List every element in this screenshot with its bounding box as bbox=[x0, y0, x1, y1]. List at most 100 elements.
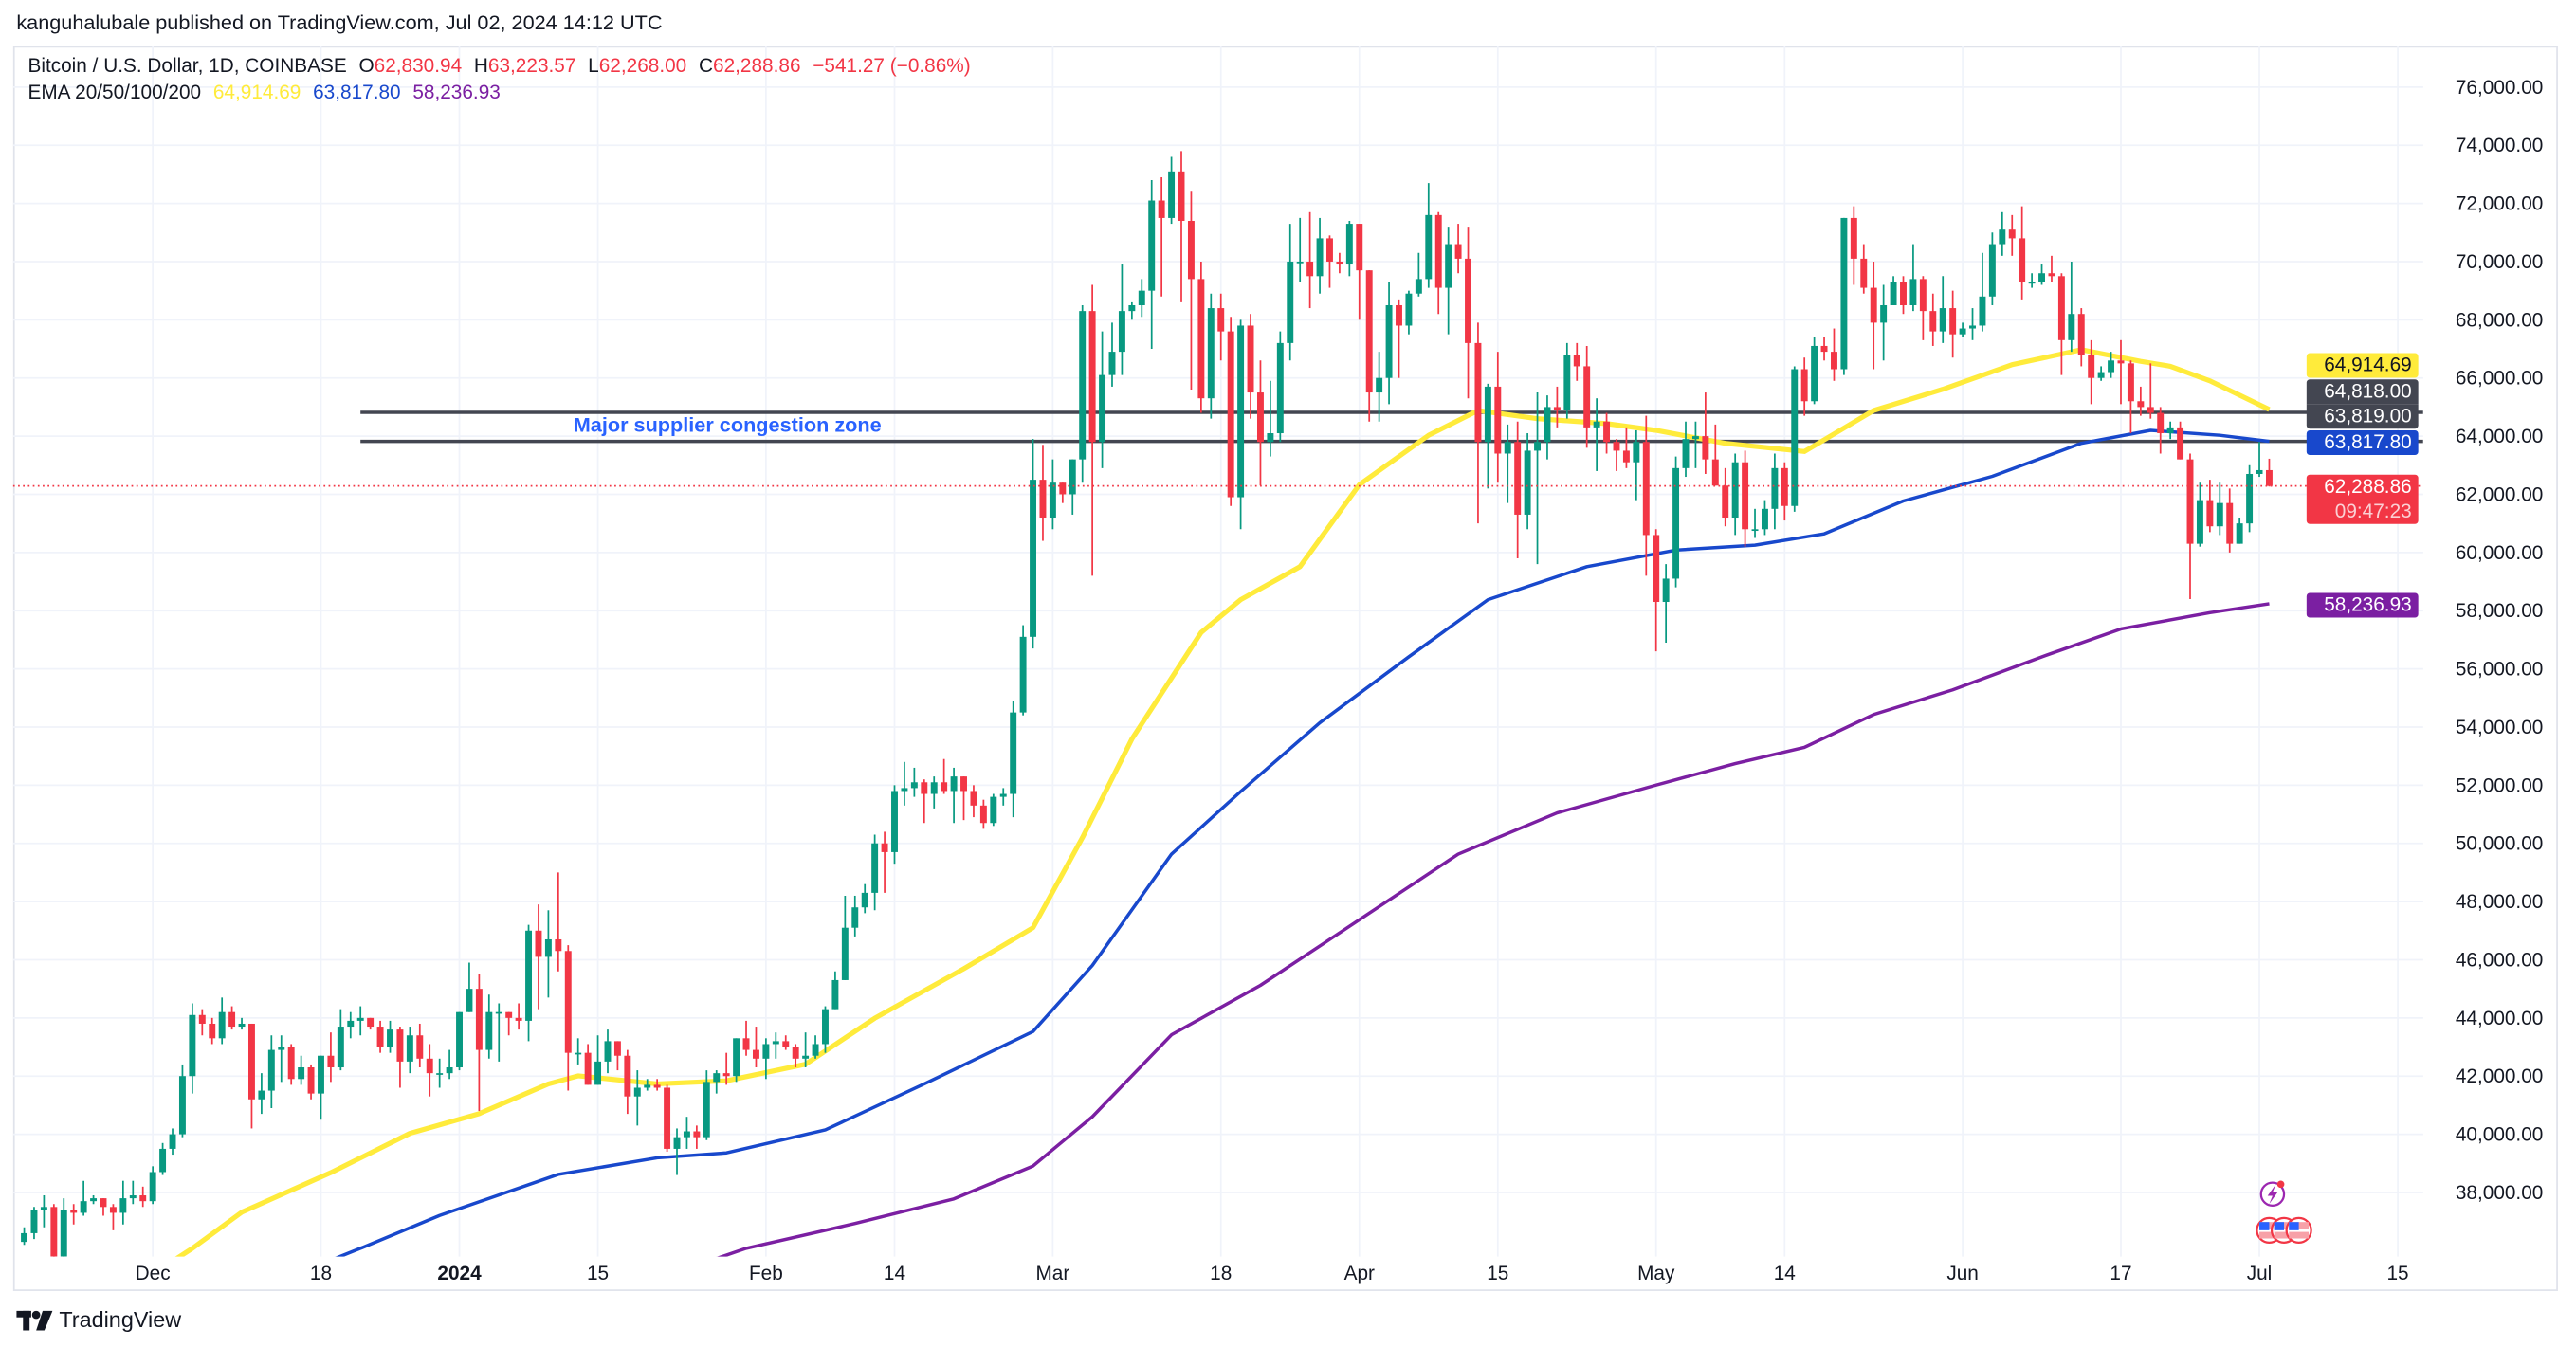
candle-body bbox=[159, 1148, 167, 1173]
candle bbox=[1385, 282, 1393, 405]
candle-body bbox=[1553, 407, 1561, 410]
candle bbox=[178, 1064, 186, 1138]
candle-body bbox=[1069, 459, 1076, 495]
candle-body bbox=[2028, 282, 2036, 284]
candle bbox=[198, 1009, 206, 1036]
candle-body bbox=[267, 1049, 275, 1091]
candle bbox=[1454, 224, 1462, 274]
candle bbox=[337, 1009, 344, 1071]
candle-body bbox=[2137, 401, 2145, 408]
candle-body bbox=[456, 1011, 463, 1068]
candle-body bbox=[406, 1035, 413, 1062]
candle bbox=[644, 1079, 651, 1091]
candle bbox=[1742, 450, 1749, 547]
candle-body bbox=[1276, 342, 1284, 434]
candle-body bbox=[198, 1014, 206, 1024]
candle bbox=[109, 1204, 117, 1230]
candle-body bbox=[2157, 412, 2165, 434]
congestion-zone-label[interactable]: Major supplier congestion zone bbox=[573, 413, 882, 437]
flag-canton bbox=[2259, 1222, 2270, 1230]
candle-body bbox=[2196, 500, 2203, 544]
notification-dot bbox=[2276, 1180, 2285, 1189]
ema-100-value: 63,817.80 bbox=[313, 80, 401, 104]
candle-body bbox=[703, 1082, 710, 1138]
candle-body bbox=[356, 1017, 364, 1021]
candle-body bbox=[1840, 217, 1848, 370]
candle-body bbox=[594, 1061, 602, 1085]
y-tick-label: 54,000.00 bbox=[2456, 717, 2543, 738]
tradingview-logo[interactable]: TradingView bbox=[16, 1307, 181, 1332]
candle-body bbox=[1622, 450, 1630, 463]
candle bbox=[1494, 352, 1502, 483]
candle-body bbox=[1791, 369, 1799, 506]
candle-body bbox=[2147, 407, 2154, 413]
candle-body bbox=[2166, 427, 2174, 434]
y-tick-label: 76,000.00 bbox=[2456, 77, 2543, 99]
candle bbox=[2117, 339, 2125, 405]
candle bbox=[1544, 395, 1551, 460]
candle-body bbox=[1178, 171, 1185, 221]
x-tick-label: May bbox=[1637, 1263, 1675, 1284]
candle bbox=[209, 1017, 216, 1045]
y-tick-label: 72,000.00 bbox=[2456, 193, 2543, 215]
candle bbox=[1999, 211, 2006, 256]
candle-body bbox=[367, 1017, 375, 1028]
candle-body bbox=[1030, 480, 1037, 637]
candle bbox=[901, 761, 908, 806]
candle-body bbox=[228, 1011, 236, 1028]
ema-200-value: 58,236.93 bbox=[412, 80, 501, 104]
candle bbox=[1534, 392, 1542, 565]
low-value: 62,268.00 bbox=[598, 54, 687, 78]
candle bbox=[1168, 156, 1176, 225]
candle-body bbox=[584, 1052, 592, 1085]
candle-body bbox=[1039, 480, 1047, 519]
x-tick-label: 14 bbox=[1774, 1263, 1796, 1284]
close-label: C bbox=[698, 54, 713, 78]
candle-body bbox=[1909, 279, 1917, 305]
candle bbox=[2088, 339, 2095, 405]
candle-body bbox=[307, 1067, 315, 1094]
candle bbox=[2057, 273, 2065, 375]
candle-body bbox=[891, 791, 898, 852]
candle-body bbox=[1563, 355, 1571, 410]
candle bbox=[1929, 293, 1937, 346]
candle-body bbox=[1820, 345, 1828, 353]
candle bbox=[129, 1180, 137, 1205]
candle bbox=[544, 910, 552, 998]
candle-body bbox=[1365, 270, 1373, 393]
candle-body bbox=[921, 782, 928, 794]
candle-body bbox=[396, 1029, 404, 1062]
candle-body bbox=[713, 1073, 721, 1083]
candle bbox=[1336, 252, 1343, 274]
candle bbox=[2157, 407, 2165, 454]
candle bbox=[1840, 217, 1848, 375]
candle-body bbox=[466, 989, 473, 1012]
candle-body bbox=[1217, 308, 1225, 332]
candle bbox=[1079, 304, 1087, 483]
candle bbox=[891, 785, 898, 865]
candle bbox=[2127, 360, 2134, 434]
candle-body bbox=[1890, 282, 1897, 305]
candle-body bbox=[613, 1041, 621, 1056]
candle-body bbox=[910, 782, 918, 789]
candle bbox=[1148, 180, 1156, 350]
candle bbox=[2097, 366, 2105, 381]
ema-legend[interactable]: EMA 20/50/100/200 64,914.69 63,817.80 58… bbox=[27, 81, 506, 103]
x-tick-label: 17 bbox=[2110, 1263, 2131, 1284]
symbol-legend[interactable]: Bitcoin / U.S. Dollar, 1D, COINBASE O62,… bbox=[27, 54, 977, 77]
candle bbox=[238, 1017, 246, 1030]
candle-body bbox=[564, 951, 572, 1053]
candle-body bbox=[1376, 377, 1383, 393]
candle bbox=[456, 1011, 463, 1071]
candle bbox=[950, 767, 958, 824]
candle-body bbox=[1672, 467, 1680, 579]
candle bbox=[387, 1020, 393, 1053]
candle-body bbox=[1870, 287, 1877, 323]
candle-body bbox=[436, 1073, 444, 1075]
candle-body bbox=[881, 843, 888, 852]
candle bbox=[1118, 264, 1125, 375]
candle bbox=[2108, 352, 2115, 378]
candle bbox=[1108, 322, 1116, 387]
x-tick-label: 15 bbox=[2386, 1263, 2408, 1284]
